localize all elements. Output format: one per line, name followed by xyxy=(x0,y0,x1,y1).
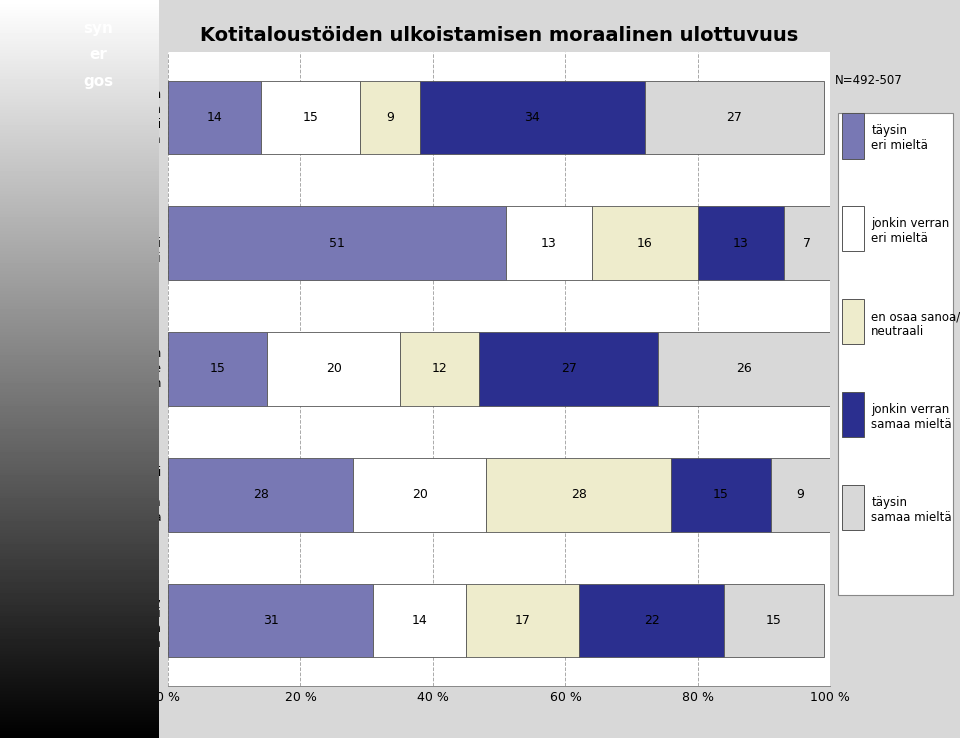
Bar xyxy=(725,584,824,658)
Text: en osaa sanoa/
neutraali: en osaa sanoa/ neutraali xyxy=(872,310,960,338)
Bar xyxy=(420,80,645,154)
Bar xyxy=(592,207,698,280)
Bar xyxy=(168,207,506,280)
Text: 15: 15 xyxy=(713,489,729,502)
Bar xyxy=(168,584,373,658)
Bar xyxy=(784,207,830,280)
Text: 9: 9 xyxy=(386,111,394,123)
Text: 34: 34 xyxy=(524,111,540,123)
Bar xyxy=(479,332,659,406)
FancyBboxPatch shape xyxy=(837,114,952,595)
Bar xyxy=(261,80,360,154)
Text: 26: 26 xyxy=(736,362,753,376)
FancyBboxPatch shape xyxy=(843,485,864,530)
Bar xyxy=(771,458,830,531)
Bar xyxy=(659,332,830,406)
Text: 9: 9 xyxy=(797,489,804,502)
Text: 17: 17 xyxy=(515,615,530,627)
Text: täysin
eri mieltä: täysin eri mieltä xyxy=(872,125,928,153)
Text: 13: 13 xyxy=(733,236,749,249)
Text: syn: syn xyxy=(84,21,113,36)
Text: 20: 20 xyxy=(412,489,427,502)
Text: 13: 13 xyxy=(541,236,557,249)
Bar xyxy=(645,80,824,154)
Bar xyxy=(360,80,420,154)
FancyBboxPatch shape xyxy=(843,114,864,159)
Bar xyxy=(168,458,353,531)
Text: 28: 28 xyxy=(252,489,269,502)
Text: 22: 22 xyxy=(643,615,660,627)
Bar xyxy=(698,207,784,280)
Text: gos: gos xyxy=(84,74,113,89)
Bar xyxy=(267,332,400,406)
Text: N=492-507: N=492-507 xyxy=(835,74,903,87)
FancyBboxPatch shape xyxy=(843,299,864,344)
FancyBboxPatch shape xyxy=(843,392,864,437)
Text: 16: 16 xyxy=(637,236,653,249)
Text: 31: 31 xyxy=(263,615,278,627)
Text: 12: 12 xyxy=(432,362,447,376)
Bar xyxy=(486,458,671,531)
Bar xyxy=(467,584,579,658)
Text: Kotitaloustöiden ulkoistamisen moraalinen ulottuvuus: Kotitaloustöiden ulkoistamisen moraaline… xyxy=(200,26,799,45)
Text: 15: 15 xyxy=(209,362,226,376)
Text: jonkin verran
samaa mieltä: jonkin verran samaa mieltä xyxy=(872,403,951,431)
Text: 15: 15 xyxy=(766,615,782,627)
Text: 28: 28 xyxy=(571,489,587,502)
Bar xyxy=(579,584,725,658)
FancyBboxPatch shape xyxy=(843,206,864,252)
Text: 20: 20 xyxy=(325,362,342,376)
Bar xyxy=(506,207,592,280)
Bar xyxy=(400,332,479,406)
Bar xyxy=(168,80,261,154)
Text: jonkin verran
eri mieltä: jonkin verran eri mieltä xyxy=(872,217,949,245)
Text: er: er xyxy=(89,47,108,63)
Bar xyxy=(671,458,771,531)
Text: 7: 7 xyxy=(804,236,811,249)
Text: 15: 15 xyxy=(302,111,319,123)
Text: 14: 14 xyxy=(206,111,223,123)
Text: 51: 51 xyxy=(329,236,345,249)
Text: täysin
samaa mieltä: täysin samaa mieltä xyxy=(872,496,951,524)
Text: 27: 27 xyxy=(561,362,577,376)
Text: 14: 14 xyxy=(412,615,427,627)
Bar xyxy=(168,332,267,406)
Bar xyxy=(373,584,467,658)
Bar xyxy=(353,458,486,531)
Text: 27: 27 xyxy=(727,111,742,123)
